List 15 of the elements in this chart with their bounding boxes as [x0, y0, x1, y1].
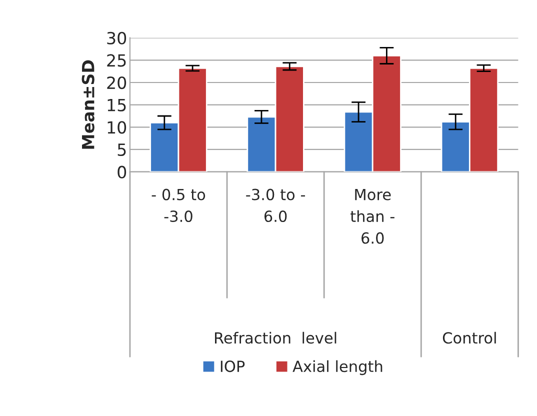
- x-tick-label: More than - 6.0: [350, 188, 394, 244]
- y-tick-label: 0: [118, 166, 126, 178]
- y-tick-label: 30: [107, 32, 126, 44]
- y-tick-label: 5: [118, 144, 126, 156]
- text: Refraction level: [215, 332, 336, 344]
- legend-label: Axial length: [292, 360, 382, 376]
- text: Control: [442, 332, 496, 344]
- y-tick-label: 10: [108, 121, 126, 134]
- y-tick-label: 25: [107, 54, 126, 67]
- y-axis-title: Mean±SD: [82, 60, 94, 149]
- y-tick-label: 20: [107, 76, 126, 90]
- y-tick-label: 15: [108, 99, 126, 112]
- x-tick-label: -3.0 to - 6.0: [246, 188, 305, 222]
- legend-label: IOP: [220, 360, 245, 372]
- x-tick-label: - 0.5 to -3.0: [152, 188, 206, 222]
